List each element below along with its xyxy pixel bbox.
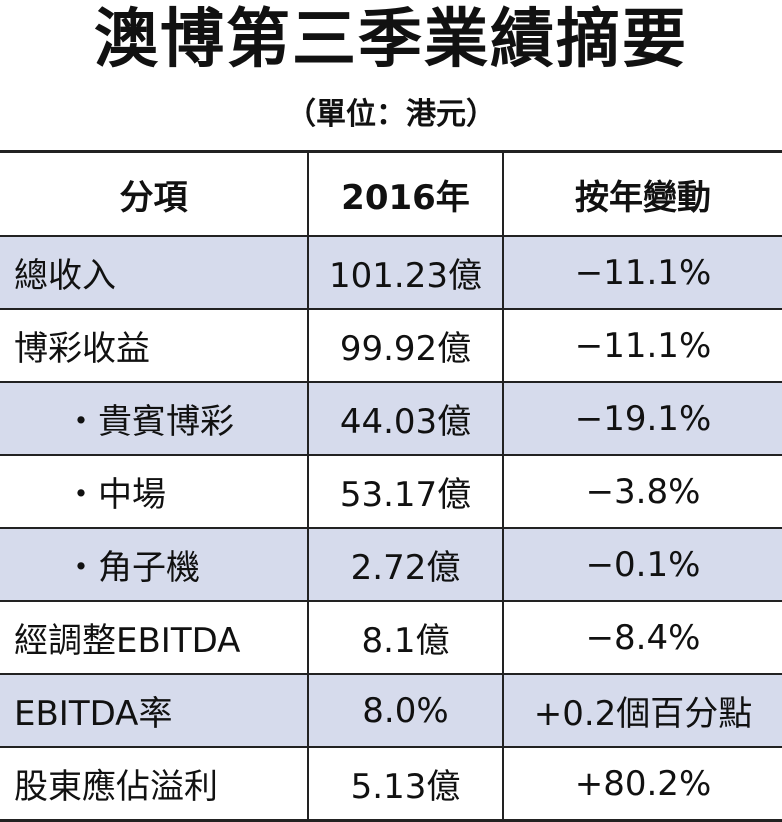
row-value: 2.72億 bbox=[307, 527, 503, 601]
row-value: 99.92億 bbox=[307, 308, 503, 382]
row-change: −11.1% bbox=[502, 235, 782, 309]
row-value: 44.03億 bbox=[307, 381, 503, 455]
table-header-row: 分項 2016年 按年變動 bbox=[0, 151, 782, 236]
results-table: 分項 2016年 按年變動 總收入 101.23億 −11.1% 博彩收益 99… bbox=[0, 150, 782, 822]
row-label: ・角子機 bbox=[0, 527, 308, 601]
row-change: +80.2% bbox=[502, 746, 782, 821]
row-label: 經調整EBITDA bbox=[0, 600, 308, 674]
row-label: 總收入 bbox=[0, 235, 308, 309]
table-row: ・貴賓博彩 44.03億 −19.1% bbox=[0, 381, 782, 455]
row-label: 股東應佔溢利 bbox=[0, 746, 308, 821]
unit-note: （單位：港元） bbox=[286, 97, 496, 132]
table-row: ・中場 53.17億 −3.8% bbox=[0, 454, 782, 528]
row-change: −3.8% bbox=[502, 454, 782, 528]
row-change: −19.1% bbox=[502, 381, 782, 455]
row-change: −11.1% bbox=[502, 308, 782, 382]
table-row: EBITDA率 8.0% +0.2個百分點 bbox=[0, 673, 782, 747]
page-title: 澳博第三季業績摘要 bbox=[94, 3, 688, 77]
row-value: 8.1億 bbox=[307, 600, 503, 674]
table-row: 博彩收益 99.92億 −11.1% bbox=[0, 308, 782, 382]
header-year: 2016年 bbox=[307, 151, 503, 236]
row-label: ・中場 bbox=[0, 454, 308, 528]
table-row: 經調整EBITDA 8.1億 −8.4% bbox=[0, 600, 782, 674]
table-row: 總收入 101.23億 −11.1% bbox=[0, 235, 782, 309]
row-change: +0.2個百分點 bbox=[502, 673, 782, 747]
row-change: −8.4% bbox=[502, 600, 782, 674]
row-label: EBITDA率 bbox=[0, 673, 308, 747]
row-label: ・貴賓博彩 bbox=[0, 381, 308, 455]
header-change: 按年變動 bbox=[502, 151, 782, 236]
row-label: 博彩收益 bbox=[0, 308, 308, 382]
header-item: 分項 bbox=[0, 151, 308, 236]
row-value: 101.23億 bbox=[307, 235, 503, 309]
row-value: 8.0% bbox=[307, 673, 503, 747]
table-row: ・角子機 2.72億 −0.1% bbox=[0, 527, 782, 601]
row-change: −0.1% bbox=[502, 527, 782, 601]
row-value: 5.13億 bbox=[307, 746, 503, 821]
row-value: 53.17億 bbox=[307, 454, 503, 528]
table-row: 股東應佔溢利 5.13億 +80.2% bbox=[0, 746, 782, 821]
